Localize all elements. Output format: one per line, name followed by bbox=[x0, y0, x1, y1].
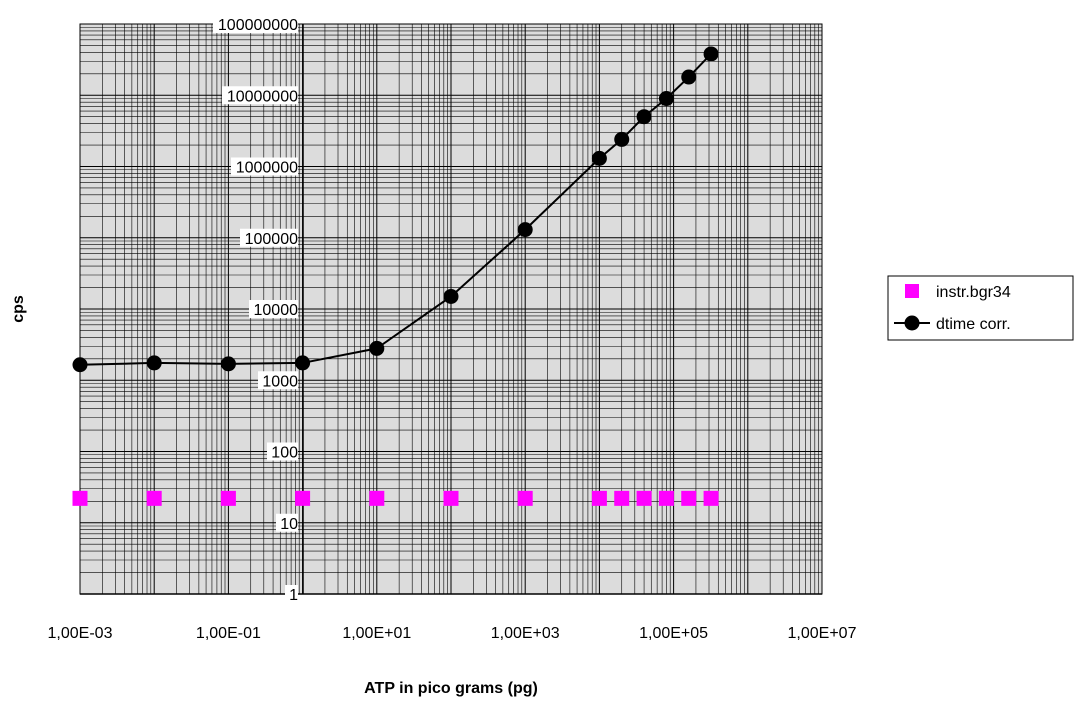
legend-marker-square bbox=[905, 284, 919, 298]
x-tick-label: 1,00E+03 bbox=[491, 625, 560, 642]
data-point-circle bbox=[591, 150, 607, 166]
legend-label: dtime corr. bbox=[936, 316, 1011, 333]
data-point-circle bbox=[658, 91, 674, 107]
y-tick-label-bg bbox=[240, 228, 298, 247]
y-tick-label: 10 bbox=[280, 516, 298, 533]
data-point-square bbox=[72, 490, 88, 506]
data-point-square bbox=[146, 490, 162, 506]
x-tick-label: 1,00E+05 bbox=[639, 625, 708, 642]
y-tick-label: 1 bbox=[289, 587, 298, 604]
data-point-circle bbox=[517, 222, 533, 238]
y-tick-label: 10000 bbox=[254, 302, 299, 319]
y-tick-label-bg bbox=[267, 442, 298, 461]
data-point-circle bbox=[614, 131, 630, 147]
data-point-circle bbox=[220, 356, 236, 372]
series-layer bbox=[72, 46, 719, 506]
x-tick-label: 1,00E-01 bbox=[196, 625, 261, 642]
y-tick-label: 100000000 bbox=[218, 17, 298, 34]
y-tick-label-bg bbox=[213, 15, 298, 33]
data-point-square bbox=[614, 490, 630, 506]
y-tick-label: 100 bbox=[271, 445, 298, 462]
data-point-circle bbox=[72, 357, 88, 373]
data-point-square bbox=[295, 490, 311, 506]
legend-label: instr.bgr34 bbox=[936, 284, 1011, 301]
y-tick-label-bg bbox=[276, 513, 298, 532]
data-point-square bbox=[658, 490, 674, 506]
y-tick-label-bg bbox=[222, 86, 298, 105]
data-point-square bbox=[220, 490, 236, 506]
y-tick-label: 1000000 bbox=[236, 160, 298, 177]
data-point-square bbox=[369, 490, 385, 506]
x-tick-label: 1,00E-03 bbox=[48, 625, 113, 642]
data-point-circle bbox=[636, 109, 652, 125]
y-tick-label: 100000 bbox=[245, 231, 298, 248]
data-point-circle bbox=[703, 46, 719, 62]
data-point-square bbox=[636, 490, 652, 506]
data-point-square bbox=[443, 490, 459, 506]
x-axis-title: ATP in pico grams (pg) bbox=[364, 680, 538, 697]
x-tick-labels: 1,00E-03 1,00E-01 1,00E+01 1,00E+03 1,00E+05… bbox=[48, 625, 857, 642]
x-tick-label: 1,00E+07 bbox=[788, 625, 857, 642]
y-tick-label: 10000000 bbox=[227, 88, 298, 105]
data-point-circle bbox=[295, 355, 311, 371]
data-point-circle bbox=[369, 340, 385, 356]
y-tick-label: 1000 bbox=[262, 373, 298, 390]
y-tick-label-bg bbox=[249, 300, 298, 318]
legend-items: instr.bgr34 dtime corr. bbox=[894, 284, 1011, 333]
data-point-square bbox=[591, 490, 607, 506]
legend: instr.bgr34 dtime corr. bbox=[887, 275, 1074, 341]
legend-marker-circle bbox=[904, 315, 920, 331]
y-tick-label-bg bbox=[231, 157, 298, 176]
y-axis-title: cps bbox=[10, 295, 27, 323]
data-point-square bbox=[681, 490, 697, 506]
data-point-square bbox=[703, 490, 719, 506]
y-tick-label-bg bbox=[285, 585, 298, 603]
grid bbox=[79, 24, 822, 595]
y-tick-labels: 1 10 100 1000 10000 100000 1000000 10000000 1000… bbox=[213, 15, 298, 604]
data-point-square bbox=[517, 490, 533, 506]
data-point-circle bbox=[443, 288, 459, 304]
data-point-circle bbox=[146, 355, 162, 371]
x-tick-label: 1,00E+01 bbox=[342, 625, 411, 642]
y-tick-label-bg bbox=[258, 371, 298, 390]
data-point-circle bbox=[681, 69, 697, 85]
